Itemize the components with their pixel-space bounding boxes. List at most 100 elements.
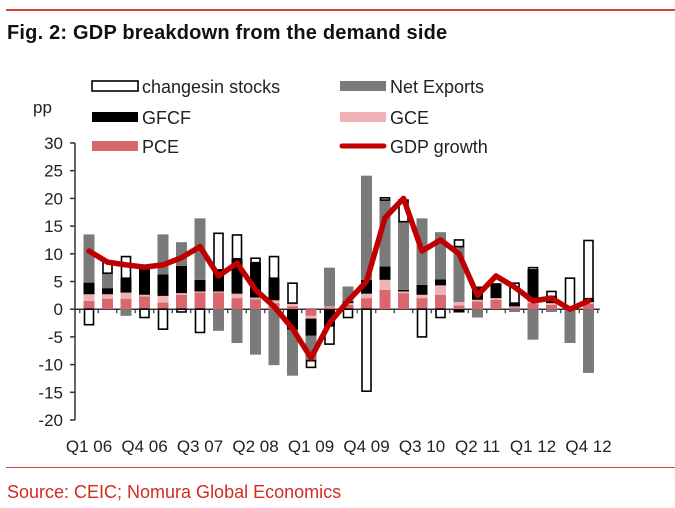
- bar-pce: [490, 299, 502, 310]
- bar-pce: [305, 309, 317, 316]
- bar-pce: [509, 307, 520, 310]
- bar-gce: [361, 293, 372, 299]
- y-tick-label: -10: [38, 356, 63, 375]
- bar-changes-in-stocks: [139, 308, 150, 319]
- bar-gce: [213, 291, 224, 293]
- bar-pce: [527, 303, 539, 310]
- source-note: Source: CEIC; Nomura Global Economics: [7, 482, 342, 502]
- bar-net-exports: [268, 309, 280, 366]
- legend-swatch: [340, 112, 386, 122]
- bar-gce: [102, 294, 113, 299]
- bar-gce: [379, 279, 391, 290]
- bar-net-exports: [305, 335, 317, 361]
- legend-swatch: [91, 80, 139, 92]
- legend-swatch: [340, 81, 386, 91]
- legend-label: PCE: [142, 137, 179, 157]
- bar-changes-in-stocks: [176, 308, 187, 313]
- bar-net-exports: [583, 309, 594, 373]
- bar-gfcf: [324, 309, 335, 326]
- bar-changes-in-stocks: [564, 277, 576, 308]
- bar-pce: [287, 306, 298, 310]
- bar-net-exports: [324, 267, 335, 307]
- bar-gfcf: [157, 274, 169, 296]
- bar-gfcf: [250, 262, 261, 298]
- bar-gce: [231, 293, 243, 299]
- bar-net-exports: [287, 329, 298, 376]
- chart-title: Fig. 2: GDP breakdown from the demand si…: [7, 22, 448, 44]
- legend-label: GDP growth: [390, 137, 488, 157]
- bar-changes-in-stocks: [213, 232, 224, 271]
- bar-pce: [416, 298, 428, 310]
- x-tick-label: Q1 12: [510, 437, 556, 456]
- bottom-rule: [6, 467, 675, 468]
- bar-changes-in-stocks: [453, 239, 465, 248]
- legend: changesin stocks Net Exports GFCF GCE PCE GDP…: [91, 77, 488, 157]
- x-tick-label: Q4 06: [121, 437, 167, 456]
- y-axis-label: pp: [33, 98, 52, 117]
- bar-gce: [157, 295, 169, 303]
- bar-net-exports: [379, 200, 391, 267]
- x-tick-label: Q2 11: [455, 437, 500, 456]
- bar-gce: [453, 301, 465, 306]
- bar-pce: [120, 298, 132, 310]
- bar-gfcf: [416, 284, 428, 295]
- x-tick-label: Q4 12: [565, 437, 611, 456]
- bar-pce: [139, 296, 150, 310]
- bar-gce: [324, 306, 335, 308]
- y-tick-label: 30: [44, 134, 63, 153]
- bar-net-exports: [546, 309, 557, 312]
- bar-net-exports: [120, 309, 132, 316]
- bar-net-exports: [509, 309, 520, 312]
- y-tick-label: -20: [38, 411, 63, 430]
- bar-gfcf: [398, 289, 409, 292]
- legend-label: Net Exports: [390, 77, 484, 97]
- y-tick-label: -15: [38, 383, 63, 402]
- bar-net-exports: [157, 234, 169, 275]
- bar-changes-in-stocks: [194, 308, 206, 334]
- bar-net-exports: [361, 175, 372, 280]
- bar-net-exports: [176, 242, 187, 266]
- bar-gfcf: [509, 303, 520, 307]
- bar-pce: [379, 289, 391, 310]
- legend-item: changesin stocks: [91, 77, 280, 97]
- bar-net-exports: [398, 221, 409, 290]
- bar-changes-in-stocks: [250, 257, 261, 264]
- bar-pce: [231, 298, 243, 310]
- bar-gce: [287, 303, 298, 307]
- y-tick-label: 15: [44, 217, 63, 236]
- bar-gce: [305, 315, 317, 319]
- bar-pce: [342, 304, 354, 310]
- x-tick-label: Q1 06: [66, 437, 112, 456]
- y-tick-label: 5: [54, 273, 63, 292]
- bar-net-exports: [250, 309, 261, 355]
- bar-net-exports: [213, 309, 224, 331]
- bar-pce: [453, 305, 465, 310]
- bar-pce: [194, 292, 206, 310]
- bar-gfcf: [176, 265, 187, 294]
- bar-gce: [490, 298, 502, 300]
- bar-changes-in-stocks: [416, 308, 428, 338]
- y-tick-label: 0: [54, 300, 63, 319]
- bar-pce: [472, 301, 483, 310]
- bar-gce: [435, 285, 446, 295]
- bar-gfcf: [194, 279, 206, 292]
- bar-pce: [546, 304, 557, 310]
- bar-gfcf: [379, 266, 391, 280]
- bar-pce: [83, 300, 95, 310]
- x-tick-label: Q3 10: [399, 437, 445, 456]
- gdp-growth-line-group: [86, 195, 592, 361]
- bar-changes-in-stocks: [342, 308, 354, 319]
- x-tick-label: Q2 08: [232, 437, 278, 456]
- legend-item: GCE: [340, 108, 429, 128]
- bar-changes-in-stocks: [361, 308, 372, 392]
- bar-net-exports: [342, 286, 354, 302]
- legend-item: Net Exports: [340, 77, 484, 97]
- bar-net-exports: [527, 309, 539, 340]
- bar-gfcf: [268, 278, 280, 301]
- bar-pce: [213, 292, 224, 310]
- bar-gfcf: [213, 269, 224, 292]
- bar-changes-in-stocks: [157, 308, 169, 330]
- y-tick-label: 20: [44, 189, 63, 208]
